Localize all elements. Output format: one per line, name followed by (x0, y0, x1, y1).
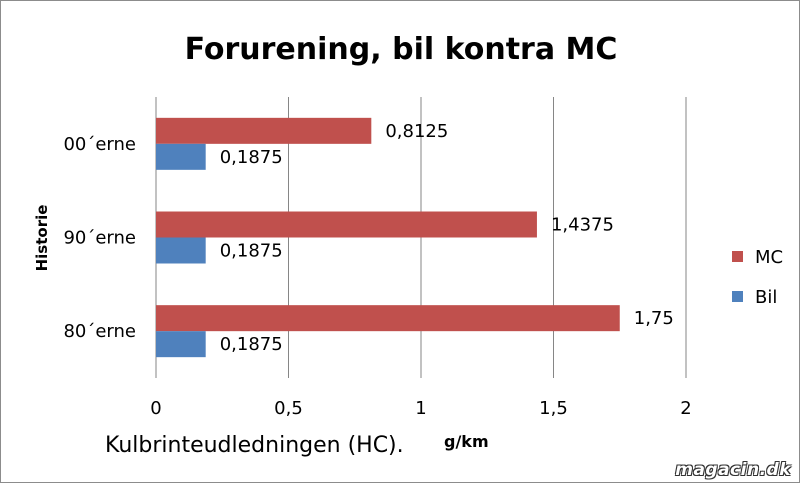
data-label: 0,1875 (220, 334, 283, 355)
category-label: 00´erne (63, 134, 136, 155)
x-tick-label: 0 (150, 398, 161, 419)
bars (156, 117, 620, 358)
legend: MC Bil (732, 247, 783, 308)
data-label: 1,75 (634, 308, 674, 329)
data-label: 0,1875 (220, 241, 283, 262)
x-tick-label: 1,5 (539, 398, 568, 419)
legend-swatch-mc (732, 251, 743, 262)
legend-label: MC (755, 247, 783, 268)
x-tick-label: 0,5 (274, 398, 303, 419)
x-axis-unit: g/km (444, 432, 489, 451)
bar-bil-0 (156, 331, 206, 358)
watermark-logo: magacin.dk (675, 460, 791, 480)
category-labels: 80´erne 90´erne 00´erne (63, 134, 136, 342)
category-label: 90´erne (63, 228, 136, 249)
x-tick-label: 1 (415, 398, 426, 419)
y-axis-label: Historie (33, 205, 51, 272)
legend-swatch-bil (732, 291, 743, 302)
data-label: 0,1875 (220, 147, 283, 168)
x-axis-label: Kulbrinteudledningen (HC). (105, 433, 404, 458)
category-label: 80´erne (63, 321, 136, 342)
bar-mc-1 (156, 211, 537, 238)
x-tick-labels: 0 0,5 1 1,5 2 (150, 398, 691, 419)
data-label: 0,8125 (385, 121, 448, 142)
bar-bil-2 (156, 143, 206, 170)
data-labels: 1,75 0,1875 1,4375 0,1875 0,8125 0,1875 (220, 121, 674, 355)
legend-label: Bil (755, 287, 777, 308)
data-label: 1,4375 (551, 215, 614, 236)
x-tick-label: 2 (680, 398, 691, 419)
chart-title: Forurening, bil kontra MC (185, 32, 618, 67)
bar-mc-2 (156, 117, 372, 144)
bar-bil-1 (156, 237, 206, 264)
bar-mc-0 (156, 305, 620, 332)
